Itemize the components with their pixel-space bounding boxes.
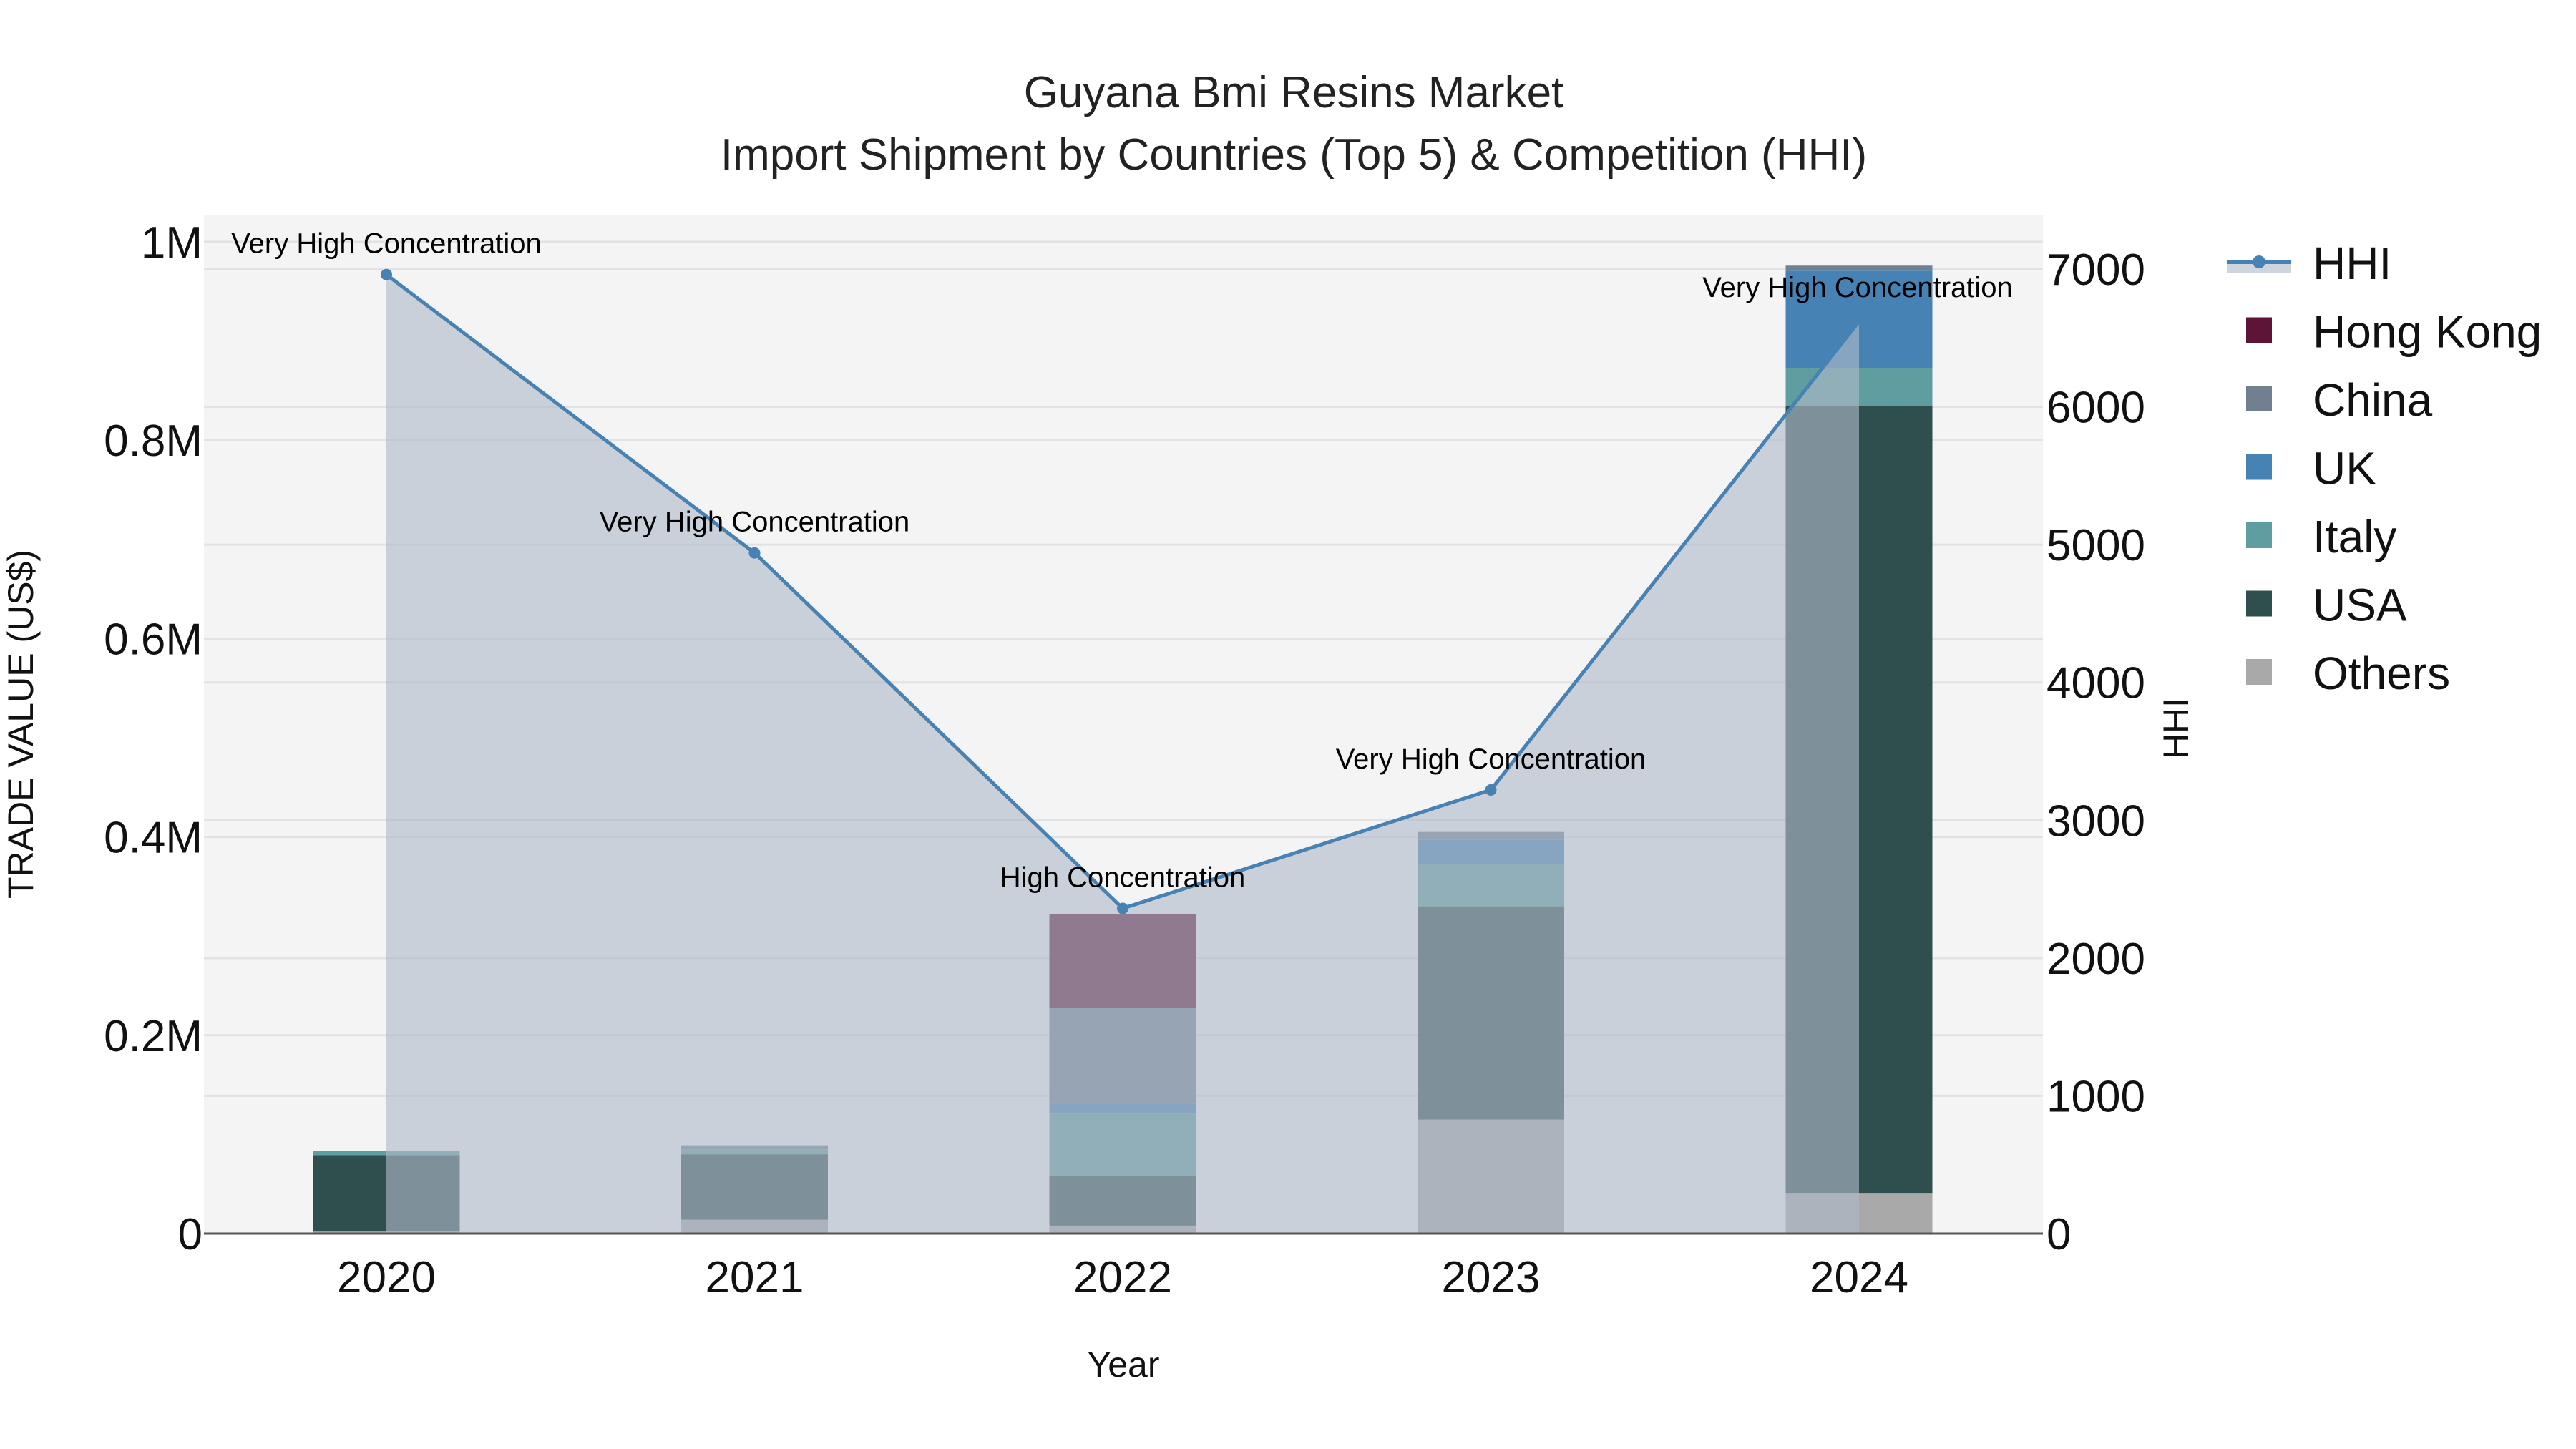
chart-title-line1: Guyana Bmi Resins Market <box>1024 68 1564 117</box>
x-tick-2024: 2024 <box>1810 1253 1908 1302</box>
legend-item-others[interactable]: Others <box>2246 648 2450 699</box>
chart-title-line2: Import Shipment by Countries (Top 5) & C… <box>721 130 1867 180</box>
y-left-tick: 1M <box>141 218 203 268</box>
annotation-2024: Very High Concentration <box>1702 272 2013 303</box>
y-right-tick: 2000 <box>2046 935 2145 984</box>
bar-segment-china-2024 <box>1785 265 1933 271</box>
y-right-axis-ticks: 0 1000 2000 3000 4000 5000 6000 7000 <box>2046 245 2145 1259</box>
legend-label: USA <box>2313 580 2407 631</box>
x-axis-title: Year <box>1087 1345 1159 1385</box>
legend-item-usa[interactable]: USA <box>2246 580 2407 631</box>
y-left-tick: 0.6M <box>104 615 203 664</box>
hhi-marker-2023 <box>1485 784 1497 796</box>
x-tick-2020: 2020 <box>337 1253 436 1302</box>
legend-swatch-icon <box>2246 590 2272 617</box>
x-tick-2021: 2021 <box>706 1253 804 1302</box>
legend-swatch-icon <box>2246 317 2272 343</box>
annotation-2020: Very High Concentration <box>231 228 542 260</box>
legend: HHI Hong Kong China UK Italy USA Others <box>2227 238 2542 699</box>
y-left-axis-title: TRADE VALUE (US$) <box>1 550 41 899</box>
legend-swatch-icon <box>2246 659 2272 685</box>
annotation-2023: Very High Concentration <box>1336 743 1646 775</box>
y-left-axis-ticks: 0 0.2M 0.4M 0.6M 0.8M 1M <box>104 218 203 1259</box>
y-right-tick: 0 <box>2046 1210 2071 1259</box>
y-right-axis-title: HHI <box>2156 698 2196 759</box>
hhi-marker-2020 <box>381 268 392 280</box>
x-tick-2022: 2022 <box>1073 1253 1172 1302</box>
legend-item-italy[interactable]: Italy <box>2246 511 2396 562</box>
y-right-tick: 6000 <box>2046 384 2145 433</box>
hhi-annotations: Very High Concentration Very High Concent… <box>231 228 2013 894</box>
y-left-tick: 0.2M <box>104 1012 203 1061</box>
y-right-tick: 4000 <box>2046 659 2145 708</box>
y-right-tick: 3000 <box>2046 796 2145 846</box>
legend-swatch-icon <box>2246 386 2272 411</box>
legend-item-china[interactable]: China <box>2246 374 2433 426</box>
legend-label: UK <box>2313 443 2376 494</box>
legend-label: Hong Kong <box>2313 306 2542 358</box>
y-left-tick: 0 <box>178 1210 203 1259</box>
y-right-tick: 1000 <box>2046 1072 2145 1121</box>
hhi-area <box>386 274 1859 1234</box>
legend-item-hhi[interactable]: HHI <box>2227 238 2391 289</box>
annotation-2022: High Concentration <box>1000 862 1245 894</box>
legend-label: Italy <box>2313 511 2396 562</box>
y-right-tick: 5000 <box>2046 521 2145 570</box>
annotation-2021: Very High Concentration <box>600 507 910 538</box>
hhi-legend-marker-icon <box>2253 255 2265 268</box>
y-left-tick: 0.4M <box>104 814 203 863</box>
legend-label: Others <box>2313 648 2450 699</box>
legend-item-uk[interactable]: UK <box>2246 443 2376 494</box>
legend-item-hong-kong[interactable]: Hong Kong <box>2246 306 2542 358</box>
x-tick-2023: 2023 <box>1442 1253 1541 1302</box>
hhi-marker-2022 <box>1117 902 1128 914</box>
legend-label: HHI <box>2313 238 2391 289</box>
hhi-line <box>381 268 1860 914</box>
legend-swatch-icon <box>2246 522 2272 548</box>
hhi-marker-2021 <box>748 547 761 559</box>
x-axis-ticks: 2020 2021 2022 2023 2024 <box>337 1253 1908 1302</box>
y-right-tick: 7000 <box>2046 245 2145 295</box>
y-left-tick: 0.8M <box>104 416 203 466</box>
hhi-area-fill <box>386 274 1859 1234</box>
legend-label: China <box>2313 374 2433 426</box>
legend-swatch-icon <box>2246 454 2272 480</box>
